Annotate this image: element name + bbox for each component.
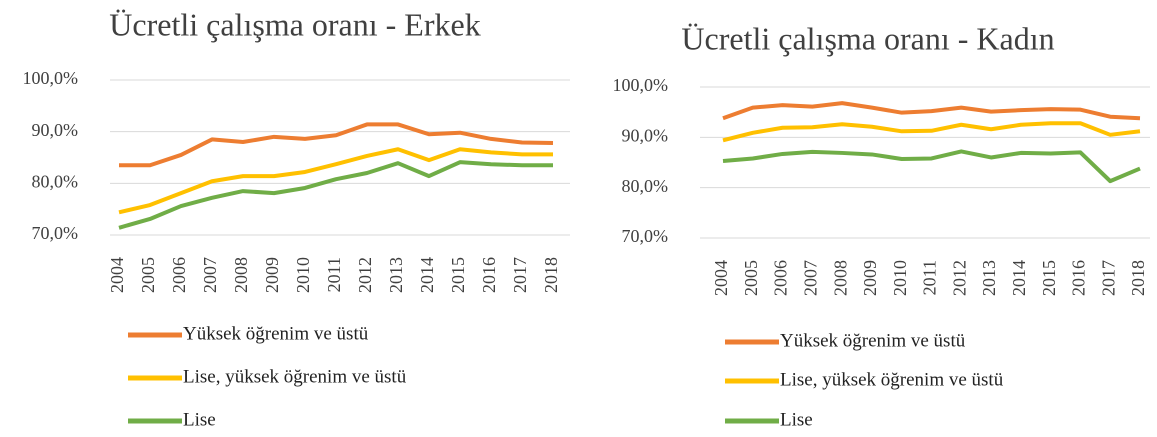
x-tick-label: 2017 bbox=[1098, 260, 1118, 296]
x-tick-label: 2014 bbox=[1009, 260, 1029, 296]
y-tick-label: 100,0% bbox=[613, 75, 669, 95]
x-tick-label: 2018 bbox=[1128, 260, 1148, 296]
series-line bbox=[119, 122, 554, 168]
series-line bbox=[722, 101, 1141, 121]
y-tick-label: 80,0% bbox=[32, 171, 79, 191]
y-tick-label: 70,0% bbox=[622, 226, 669, 246]
x-tick-label: 2009 bbox=[262, 257, 282, 293]
x-tick-label: 2006 bbox=[169, 257, 189, 293]
legend-label: Lise, yüksek öğrenim ve üstü bbox=[183, 366, 407, 387]
x-tick-label: 2013 bbox=[979, 260, 999, 296]
x-tick-label: 2009 bbox=[860, 260, 880, 296]
x-tick-label: 2007 bbox=[200, 257, 220, 293]
x-tick-label: 2004 bbox=[107, 257, 127, 293]
chart-title: Ücretli çalışma oranı - Kadın bbox=[681, 20, 1054, 56]
legend-label: Yüksek öğrenim ve üstü bbox=[780, 330, 966, 351]
legend-label: Lise bbox=[183, 409, 216, 430]
y-tick-label: 70,0% bbox=[32, 223, 79, 243]
x-tick-label: 2010 bbox=[890, 260, 910, 296]
legend-label: Lise, yüksek öğrenim ve üstü bbox=[780, 369, 1004, 390]
y-tick-label: 90,0% bbox=[622, 125, 669, 145]
x-tick-label: 2014 bbox=[417, 257, 437, 293]
chart-title: Ücretli çalışma oranı - Erkek bbox=[109, 6, 480, 42]
x-tick-label: 2015 bbox=[448, 257, 468, 293]
x-tick-label: 2016 bbox=[479, 257, 499, 293]
y-tick-label: 100,0% bbox=[23, 68, 79, 88]
x-tick-label: 2008 bbox=[231, 257, 251, 293]
x-tick-label: 2012 bbox=[949, 260, 969, 296]
x-tick-label: 2012 bbox=[355, 257, 375, 293]
y-tick-label: 80,0% bbox=[622, 176, 669, 196]
x-tick-label: 2016 bbox=[1069, 260, 1089, 296]
series-line bbox=[118, 147, 553, 215]
x-tick-label: 2013 bbox=[386, 257, 406, 293]
x-tick-label: 2005 bbox=[741, 260, 761, 296]
x-tick-label: 2011 bbox=[920, 260, 940, 295]
x-tick-label: 2008 bbox=[830, 260, 850, 296]
x-tick-label: 2006 bbox=[771, 260, 791, 296]
x-tick-label: 2011 bbox=[324, 257, 344, 292]
x-tick-label: 2004 bbox=[711, 260, 731, 296]
y-tick-label: 90,0% bbox=[32, 120, 79, 140]
x-tick-label: 2010 bbox=[293, 257, 313, 293]
legend-label: Yüksek öğrenim ve üstü bbox=[183, 323, 369, 344]
series-line bbox=[722, 149, 1141, 184]
series-line bbox=[722, 121, 1141, 143]
x-tick-label: 2018 bbox=[541, 257, 561, 293]
x-tick-label: 2015 bbox=[1039, 260, 1059, 296]
series-line bbox=[118, 160, 553, 230]
x-tick-label: 2005 bbox=[138, 257, 158, 293]
legend-label: Lise bbox=[780, 409, 813, 430]
x-tick-label: 2007 bbox=[800, 260, 820, 296]
x-tick-label: 2017 bbox=[510, 257, 530, 293]
